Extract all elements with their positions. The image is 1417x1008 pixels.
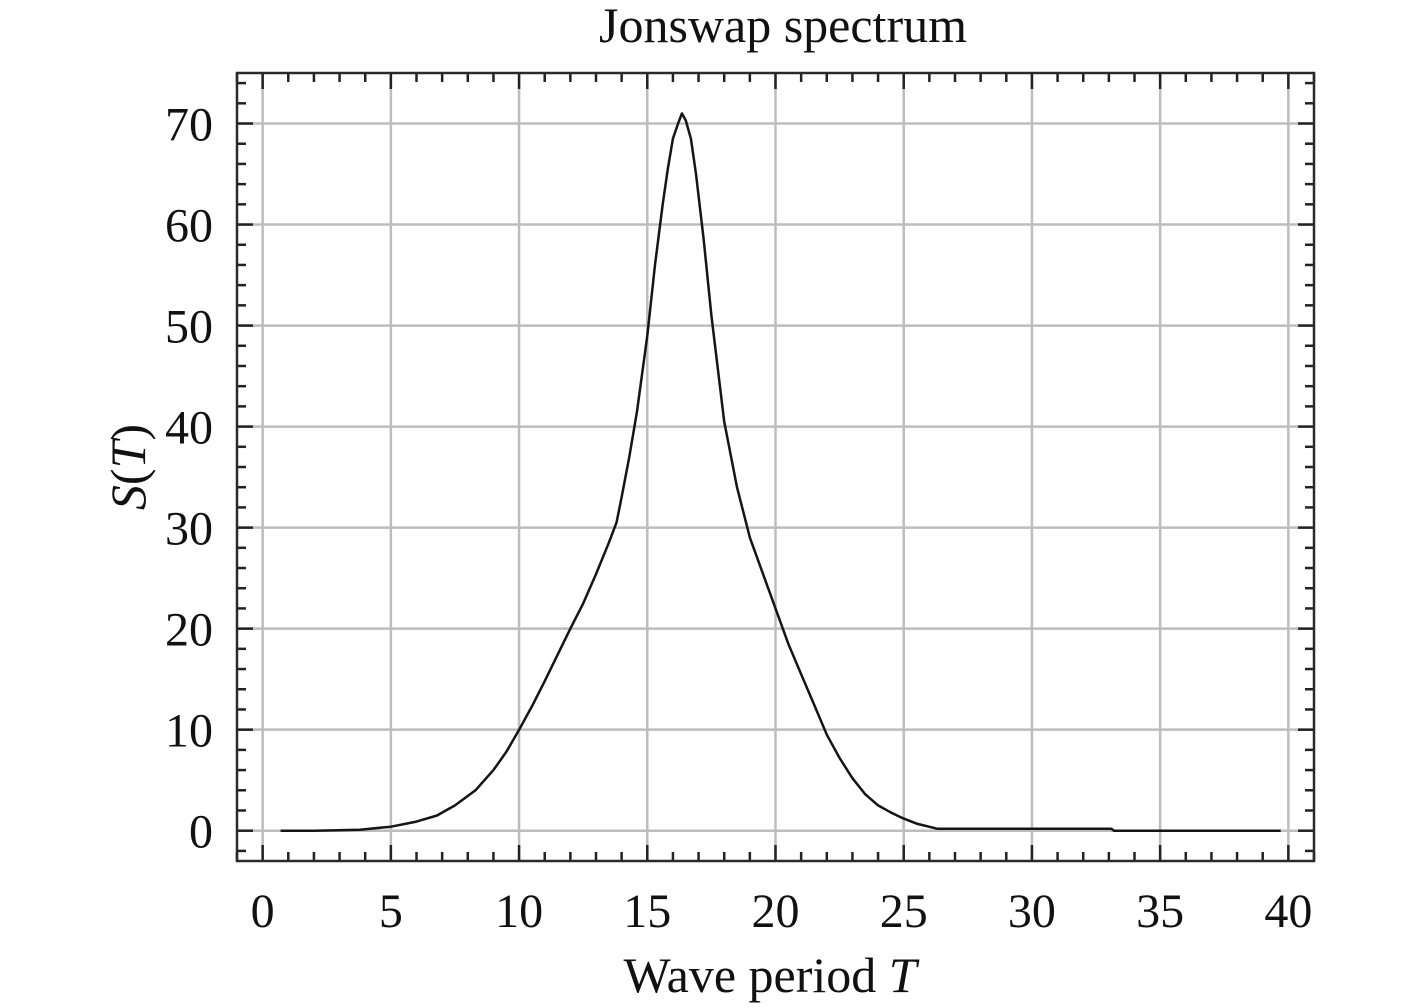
plot-frame <box>235 71 1316 863</box>
x-tick-label-5: 5 <box>379 885 403 938</box>
y-tick-label-0: 0 <box>189 806 213 859</box>
y-tick-label-70: 70 <box>165 99 213 152</box>
y-tick-labels: 0 10 20 30 40 50 60 70 <box>165 99 213 859</box>
y-axis-label-variable: T <box>100 437 156 468</box>
axis-ticks <box>235 73 1316 861</box>
x-tick-label-35: 35 <box>1136 885 1184 938</box>
y-tick-label-40: 40 <box>165 402 213 455</box>
x-tick-label-40: 40 <box>1264 885 1312 938</box>
x-axis-label-variable: T <box>889 947 920 1003</box>
y-axis-label-close: ) <box>100 424 156 441</box>
y-tick-label-20: 20 <box>165 604 213 657</box>
x-tick-label-10: 10 <box>495 885 543 938</box>
chart-title: Jonswap spectrum <box>599 0 967 53</box>
y-tick-label-10: 10 <box>165 705 213 758</box>
x-tick-labels: 0 5 10 15 20 25 30 35 40 <box>251 885 1313 938</box>
series-line-0 <box>280 112 1281 832</box>
x-axis-label: Wave period T <box>623 947 919 1003</box>
x-tick-label-20: 20 <box>752 885 800 938</box>
y-axis-label: S(T) <box>100 424 156 510</box>
y-tick-label-30: 30 <box>165 503 213 556</box>
y-axis-label-open: ( <box>100 468 156 485</box>
y-tick-label-50: 50 <box>165 301 213 354</box>
grid-lines <box>237 73 1314 861</box>
x-tick-label-0: 0 <box>251 885 275 938</box>
y-axis-label-s: S <box>100 485 156 510</box>
x-tick-label-25: 25 <box>880 885 928 938</box>
y-tick-label-60: 60 <box>165 200 213 253</box>
x-axis-label-prefix: Wave period <box>623 947 888 1003</box>
plot-area <box>280 112 1281 832</box>
x-tick-label-30: 30 <box>1008 885 1056 938</box>
x-tick-label-15: 15 <box>623 885 671 938</box>
